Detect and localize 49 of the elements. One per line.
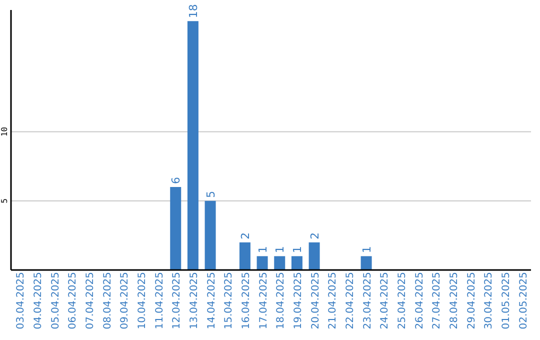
x-tick-label: 26.04.2025 bbox=[414, 272, 426, 330]
x-tick-label: 30.04.2025 bbox=[484, 272, 495, 330]
data-label: 1 bbox=[274, 246, 287, 254]
x-tick-label: 28.04.2025 bbox=[449, 272, 460, 330]
x-tick-label: 12.04.2025 bbox=[172, 272, 183, 330]
x-tick-label: 07.04.2025 bbox=[85, 272, 96, 330]
data-label: 5 bbox=[204, 190, 218, 198]
x-tick-label: 17.04.2025 bbox=[258, 272, 270, 330]
bar bbox=[308, 242, 320, 270]
data-label: 6 bbox=[170, 177, 183, 184]
x-tick-label: 19.04.2025 bbox=[293, 272, 304, 330]
data-label: 2 bbox=[238, 232, 252, 240]
y-tick-label: 10 bbox=[0, 126, 9, 137]
x-tick-label: 24.04.2025 bbox=[380, 272, 391, 330]
x-tick-label: 22.04.2025 bbox=[345, 272, 356, 330]
x-tick-label: 25.04.2025 bbox=[397, 272, 408, 330]
data-label: 2 bbox=[308, 232, 322, 240]
x-tick-label: 01.05.2025 bbox=[501, 272, 512, 330]
x-tick-label: 27.04.2025 bbox=[432, 272, 443, 330]
bar bbox=[360, 256, 372, 270]
x-tick-label: 15.04.2025 bbox=[224, 272, 235, 330]
x-tick-label: 10.04.2025 bbox=[137, 272, 148, 330]
data-label: 1 bbox=[360, 246, 374, 254]
bar bbox=[274, 256, 286, 270]
x-tick-label: 06.04.2025 bbox=[68, 272, 79, 330]
bar bbox=[170, 187, 182, 270]
x-tick-label: 18.04.2025 bbox=[276, 272, 287, 330]
data-label: 1 bbox=[256, 246, 270, 254]
x-tick-label: 11.04.2025 bbox=[154, 272, 166, 330]
x-tick-label: 05.04.2025 bbox=[50, 272, 62, 330]
x-tick-label: 16.04.2025 bbox=[241, 272, 252, 330]
bar bbox=[187, 21, 198, 270]
x-tick-label: 09.04.2025 bbox=[120, 272, 131, 330]
data-label: 18 bbox=[186, 4, 200, 18]
x-tick-label: 04.04.2025 bbox=[33, 272, 44, 330]
bar bbox=[256, 256, 268, 270]
x-tick-label: 23.04.2025 bbox=[362, 272, 374, 330]
data-label: 1 bbox=[290, 246, 304, 254]
x-tick-label: 03.04.2025 bbox=[16, 272, 27, 330]
x-tick-label: 14.04.2025 bbox=[206, 272, 218, 330]
x-tick-label: 02.05.2025 bbox=[518, 272, 530, 330]
x-tick-label: 13.04.2025 bbox=[189, 272, 200, 330]
bar bbox=[239, 242, 250, 270]
x-tick-label: 20.04.2025 bbox=[310, 272, 322, 330]
bar bbox=[204, 200, 216, 270]
x-tick-label: 21.04.2025 bbox=[328, 272, 339, 330]
x-tick-label: 08.04.2025 bbox=[102, 272, 114, 330]
x-tick-label: 29.04.2025 bbox=[466, 272, 478, 330]
bar bbox=[291, 256, 302, 270]
